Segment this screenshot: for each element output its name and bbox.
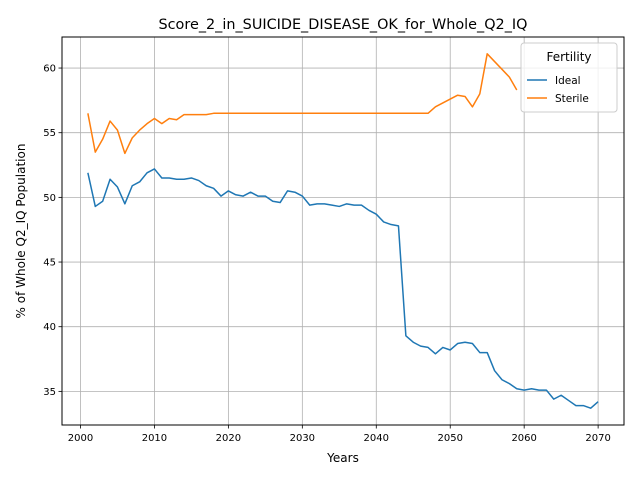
legend-label-sterile: Sterile <box>555 93 589 105</box>
y-tick-label: 45 <box>43 258 56 269</box>
x-axis-label: Years <box>326 451 359 465</box>
x-tick-label: 2000 <box>68 433 93 444</box>
y-axis-label: % of Whole Q2_IQ Population <box>14 144 28 319</box>
x-tick-label: 2030 <box>290 433 315 444</box>
y-tick-label: 35 <box>43 387 56 398</box>
series-line-sterile <box>87 53 518 155</box>
x-tick-label: 2040 <box>364 433 389 444</box>
legend-box <box>520 42 618 113</box>
plot-area-frame <box>61 36 625 426</box>
series-lines <box>87 53 599 409</box>
x-tick-label: 2070 <box>585 433 610 444</box>
series-line-ideal <box>87 168 599 409</box>
y-tick-label: 40 <box>43 322 56 333</box>
x-tick-label: 2060 <box>511 433 536 444</box>
y-tick-label: 60 <box>43 64 56 75</box>
legend-title: Fertility <box>546 50 591 64</box>
y-tick-label: 50 <box>43 193 56 204</box>
x-tick-label: 2010 <box>142 433 167 444</box>
axis-ticks: 2000 2010 2020 2030 2040 2050 2060 2070 35 40 45 50… <box>43 64 611 444</box>
legend: Fertility Ideal Sterile <box>520 42 618 113</box>
legend-label-ideal: Ideal <box>555 75 581 87</box>
x-tick-label: 2020 <box>216 433 241 444</box>
x-tick-label: 2050 <box>437 433 462 444</box>
chart-title: Score_2_in_SUICIDE_DISEASE_OK_for_Whole_… <box>159 17 528 33</box>
y-tick-label: 55 <box>43 128 56 139</box>
